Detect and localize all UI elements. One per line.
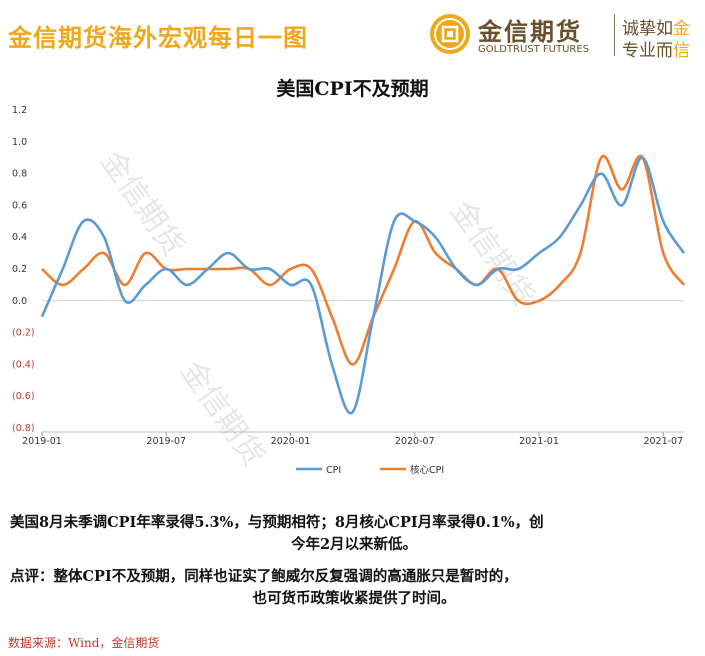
y-tick-label: (0.4) — [12, 359, 35, 370]
y-tick-label: 0.8 — [12, 169, 27, 180]
watermark-text: 金信期货 — [443, 195, 540, 313]
coin-logo-icon — [430, 14, 470, 54]
y-tick-label: 1.0 — [12, 137, 27, 148]
series-line-core-cpi — [41, 154, 686, 366]
x-tick-label: 2019-01 — [22, 436, 62, 447]
banner-title: 金信期货海外宏观每日一图 — [8, 23, 308, 52]
chart-legend: CPI 核心CPI — [296, 464, 444, 476]
y-tick-label: (0.2) — [12, 328, 35, 339]
watermark-text: 金信期货 — [173, 355, 270, 473]
data-source: 数据来源：Wind，金信期货 — [8, 636, 160, 650]
x-tick-label: 2020-01 — [271, 436, 311, 447]
comment-text: 点评：整体CPI不及预期，同样也证实了鲍威尔反复强调的高通胀只是暂时的， 也可货… — [10, 568, 518, 607]
header-banner: 金信期货海外宏观每日一图 金信期货 GOLDTRUST FUTURES 诚挚如金… — [0, 0, 705, 66]
series-line-cpi — [40, 156, 686, 415]
y-tick-label: 0.6 — [12, 200, 27, 211]
company-logo: 金信期货 GOLDTRUST FUTURES 诚挚如金 专业而信 — [428, 10, 705, 61]
x-tick-label: 2019-07 — [146, 436, 186, 447]
legend-label: CPI — [326, 465, 341, 476]
x-tick-label: 2021-01 — [519, 436, 559, 447]
summary-text: 美国8月未季调CPI年率录得5.3%，与预期相符；8月核心CPI月率录得0.1%… — [10, 514, 544, 553]
chart-title: 美国CPI不及预期 — [276, 78, 429, 100]
legend-label: 核心CPI — [410, 464, 444, 476]
y-tick-label: 0.0 — [12, 296, 27, 307]
y-tick-label: 1.2 — [12, 105, 27, 116]
logo-english-name: GOLDTRUST FUTURES — [478, 44, 590, 55]
x-tick-label: 2021-07 — [643, 436, 683, 447]
slogan-line-1: 诚挚如金 — [622, 19, 690, 39]
y-tick-label: 0.2 — [12, 264, 27, 275]
x-axis: 2019-01 2019-07 2020-01 2020-07 2021-01 2021-… — [22, 300, 684, 447]
logo-divider — [614, 14, 615, 56]
cpi-line-chart: 金信期货金信期货金信期货金信期货 1.21.00.80.60.40.20.0(0… — [12, 105, 686, 476]
y-tick-label: 0.4 — [12, 232, 27, 243]
logo-chinese-name: 金信期货 — [478, 18, 582, 46]
x-tick-label: 2020-07 — [395, 436, 435, 447]
y-tick-label: (0.8) — [12, 423, 35, 434]
slogan-line-2: 专业而信 — [622, 41, 690, 61]
y-axis: 1.2 1.0 0.8 0.6 0.4 0.2 0.0 (0.2) (0.4) (0.6) (0.8… — [12, 105, 35, 434]
y-tick-label: (0.6) — [12, 391, 35, 402]
series-layer — [40, 154, 686, 415]
